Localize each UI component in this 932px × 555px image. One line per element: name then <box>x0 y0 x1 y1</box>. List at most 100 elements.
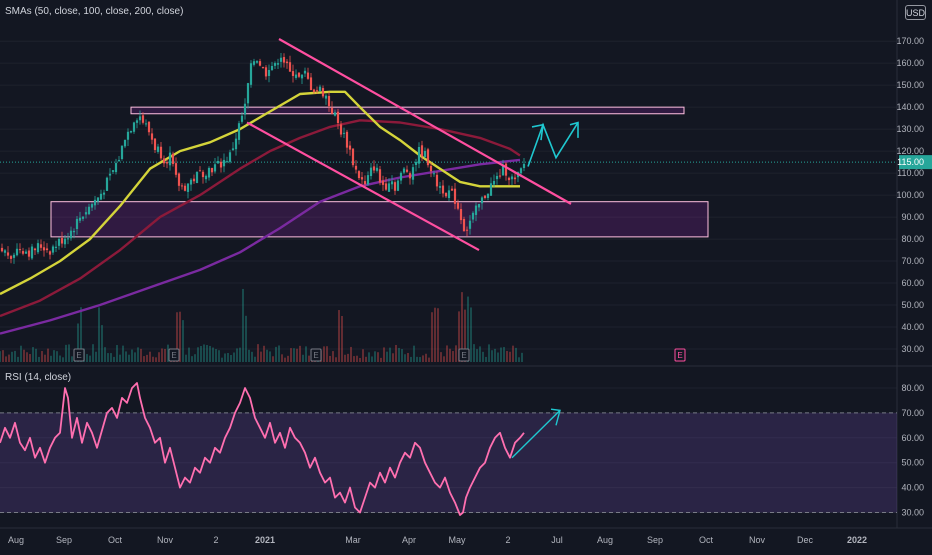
volume-bar <box>386 351 388 362</box>
currency-badge[interactable]: USD <box>905 5 926 20</box>
sma200-line <box>0 158 521 335</box>
rsi-tick-label: 70.00 <box>901 408 924 418</box>
volume-bar <box>248 349 250 362</box>
volume-bar <box>245 315 247 362</box>
rsi-projection-arrow <box>511 409 561 459</box>
candle-body <box>195 172 199 184</box>
candle-body <box>144 123 148 125</box>
volume-bar <box>89 355 91 362</box>
candle-body <box>162 158 166 164</box>
earnings-marker <box>168 348 180 362</box>
candle-body <box>246 83 250 104</box>
rsi-tick-label: 40.00 <box>901 483 924 493</box>
candle-body <box>6 252 10 256</box>
candle-body <box>378 169 382 183</box>
volume-bar <box>413 345 415 362</box>
volume-bar <box>302 354 304 362</box>
price-tick-label: 160.00 <box>896 58 924 68</box>
volume-bar <box>425 353 427 362</box>
earnings-marker <box>674 348 686 362</box>
volume-bar <box>131 349 133 362</box>
candle-body <box>210 167 214 173</box>
volume-bar <box>503 347 505 362</box>
volume-bar <box>368 352 370 362</box>
candle-body <box>240 115 244 122</box>
volume-bar <box>14 350 16 362</box>
candle-body <box>339 124 343 135</box>
candle-body <box>267 70 271 76</box>
candle-body <box>291 71 295 76</box>
candle-body <box>303 70 307 74</box>
volume-bar <box>2 350 4 362</box>
volume-bar <box>500 347 502 362</box>
candle-body <box>381 180 385 185</box>
candle-body <box>312 89 316 92</box>
candle-body <box>297 72 301 77</box>
candle-body <box>9 256 13 259</box>
volume-bar <box>377 352 379 362</box>
candle-body <box>228 152 232 162</box>
price-tick-label: 130.00 <box>896 124 924 134</box>
last-price-label: 115.00 <box>897 157 924 167</box>
candle-body <box>318 86 322 91</box>
candle-body <box>360 177 364 180</box>
volume-bar <box>41 351 43 362</box>
price-tick-label: 40.00 <box>901 322 924 332</box>
time-tick-label: Nov <box>749 535 766 545</box>
candle-body <box>402 168 406 173</box>
price-projection-arrow <box>527 122 579 167</box>
volume-bar <box>470 307 472 362</box>
candle-body <box>459 209 463 221</box>
candle-body <box>456 202 460 209</box>
volume-bar <box>65 344 67 362</box>
earnings-marker <box>73 348 85 362</box>
volume-bars <box>0 288 523 362</box>
candle-body <box>117 159 121 162</box>
rsi-tick-label: 80.00 <box>901 383 924 393</box>
candle-body <box>18 249 22 251</box>
volume-bar <box>260 351 262 362</box>
volume-bar <box>56 351 58 362</box>
candle-body <box>237 123 241 140</box>
volume-bar <box>155 357 157 362</box>
price-legend[interactable]: SMAs (50, close, 100, close, 200, close) <box>5 6 184 17</box>
candle-body <box>351 148 355 166</box>
volume-bar <box>68 344 70 362</box>
volume-bar <box>446 345 448 362</box>
volume-bar <box>428 357 430 362</box>
volume-bar <box>107 353 109 362</box>
volume-bar <box>140 348 142 362</box>
volume-bar <box>230 354 232 362</box>
candle-body <box>390 181 394 185</box>
candle-body <box>420 145 424 157</box>
candle-body <box>30 246 34 259</box>
volume-bar <box>299 345 301 362</box>
earnings-marker <box>310 348 322 362</box>
volume-bar <box>77 323 79 362</box>
volume-bar <box>47 348 49 362</box>
candle-body <box>45 248 49 251</box>
earnings-marker-label: E <box>171 351 176 360</box>
earnings-marker-label: E <box>313 351 318 360</box>
candle-body <box>69 230 73 239</box>
volume-bar <box>479 346 481 362</box>
volume-bar <box>203 344 205 362</box>
volume-bar <box>101 325 103 362</box>
candle-body <box>27 250 31 257</box>
volume-bar <box>149 351 151 362</box>
rsi-legend[interactable]: RSI (14, close) <box>5 372 72 383</box>
lower-trendline <box>246 121 480 252</box>
candle-body <box>294 74 298 78</box>
volume-bar <box>197 347 199 362</box>
candle-body <box>408 173 412 179</box>
candle-body <box>441 185 445 194</box>
volume-bar <box>239 347 241 362</box>
volume-bar <box>359 357 361 362</box>
candle-body <box>165 162 169 164</box>
volume-bar <box>497 352 499 362</box>
candles <box>0 53 526 264</box>
volume-bar <box>5 356 7 362</box>
candle-body <box>201 171 205 178</box>
